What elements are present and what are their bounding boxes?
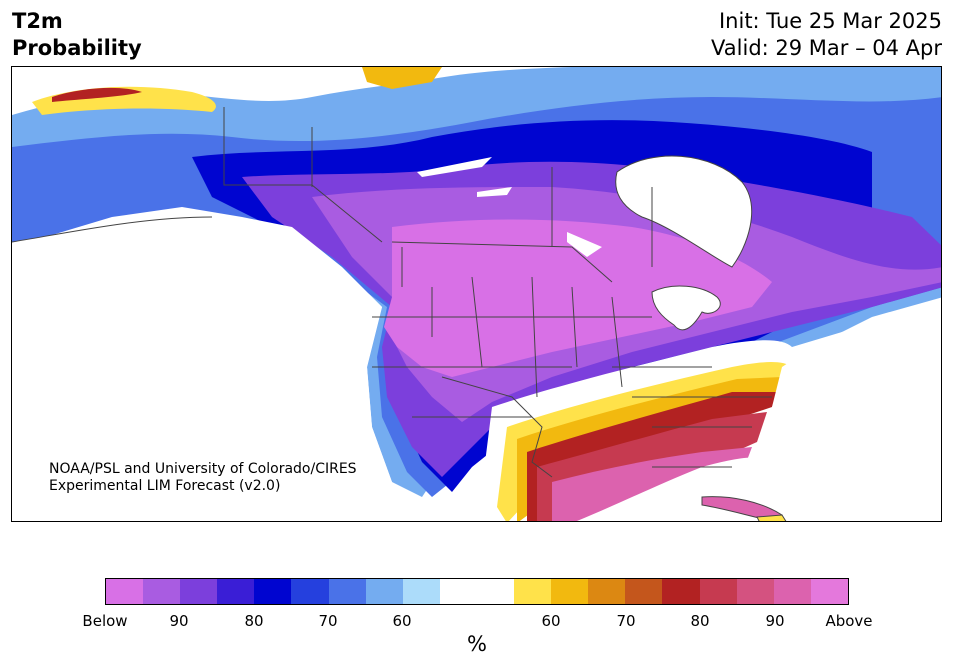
colorbar-label-70-below: 70 — [318, 612, 338, 630]
colorbar-segment — [106, 579, 144, 604]
arctic-red-strip — [52, 87, 142, 102]
colorbar-segment — [662, 579, 700, 604]
political-borders — [12, 107, 772, 478]
colorbar — [105, 578, 849, 605]
colorbar-label-80-above: 80 — [690, 612, 710, 630]
band-magenta-cold — [384, 219, 772, 377]
great-lakes — [651, 285, 721, 331]
hispaniola — [756, 514, 787, 521]
gulf-of-mexico — [576, 447, 941, 521]
valid-period: Valid: 29 Mar – 04 Apr — [711, 36, 942, 60]
north-lakes — [417, 157, 602, 257]
pacific-ocean — [12, 207, 421, 521]
colorbar-segment — [810, 579, 848, 604]
colorbar-segment — [588, 579, 626, 604]
colorbar-unit: % — [467, 632, 487, 656]
title-variable: T2m — [12, 9, 63, 33]
colorbar-segment — [143, 579, 181, 604]
colorbar-segment — [291, 579, 329, 604]
forecast-dates: Init: Tue 25 Mar 2025 Valid: 29 Mar – 04… — [711, 8, 942, 62]
credit-line-1: NOAA/PSL and University of Colorado/CIRE… — [49, 461, 357, 477]
colorbar-segment — [328, 579, 366, 604]
colorbar-label-60-above: 60 — [541, 612, 561, 630]
colorbar-segment — [254, 579, 292, 604]
colorbar-segment — [180, 579, 218, 604]
colorbar-label-80-below: 80 — [244, 612, 264, 630]
init-date: Init: Tue 25 Mar 2025 — [718, 9, 942, 33]
probability-map — [11, 66, 942, 522]
colorbar-label-below: Below — [82, 612, 128, 630]
colorbar-segment — [476, 579, 515, 604]
colorbar-label-90-above: 90 — [765, 612, 785, 630]
colorbar-segment — [217, 579, 255, 604]
colorbar-segment — [551, 579, 589, 604]
credit-text: NOAA/PSL and University of Colorado/CIRE… — [49, 461, 357, 495]
colorbar-segment — [514, 579, 552, 604]
map-title: T2m Probability — [12, 8, 142, 62]
atlantic-ocean — [772, 297, 941, 467]
colorbar-segment — [736, 579, 774, 604]
colorbar-label-above: Above — [825, 612, 873, 630]
colorbar-label-60-below: 60 — [392, 612, 412, 630]
greenland-warm — [362, 67, 442, 89]
colorbar-segment — [625, 579, 663, 604]
colorbar-segment — [439, 579, 477, 604]
colorbar-segment — [699, 579, 737, 604]
colorbar-segment — [365, 579, 403, 604]
colorbar-segment — [402, 579, 440, 604]
title-product: Probability — [12, 36, 142, 60]
hudson-bay — [615, 155, 752, 268]
map-canvas — [12, 67, 941, 521]
colorbar-segment — [773, 579, 811, 604]
colorbar-label-90-below: 90 — [169, 612, 189, 630]
credit-line-2: Experimental LIM Forecast (v2.0) — [49, 478, 281, 494]
colorbar-label-70-above: 70 — [616, 612, 636, 630]
